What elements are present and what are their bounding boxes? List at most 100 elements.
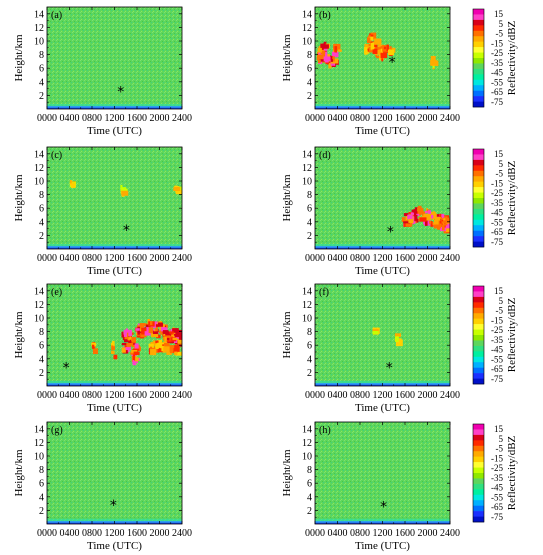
echo-cell	[123, 338, 131, 343]
colorbar-tick-label: -75	[491, 97, 503, 107]
y-tick-label: 8	[39, 190, 44, 201]
colorbar-segment	[473, 494, 484, 501]
x-tick-label: 0000	[305, 253, 325, 264]
echo-cell	[112, 340, 115, 347]
colorbar-tick-label: -15	[491, 38, 503, 48]
x-axis-title: Time (UTC)	[87, 265, 142, 277]
echo-cell	[395, 336, 399, 341]
colorbar-segment	[473, 462, 484, 468]
echo-cell	[155, 344, 159, 350]
panel-h: 2 4 6 8 10 12 14 0000 0400 0800 1200 1600 2000 2400 Ti…	[281, 421, 518, 552]
echo-cell	[71, 182, 76, 189]
y-tick-label: 6	[39, 64, 44, 75]
echo-cell	[113, 354, 118, 360]
echo-cell	[414, 214, 418, 222]
echo-cell	[133, 351, 140, 356]
y-tick-label: 14	[34, 286, 44, 297]
echo-cell	[160, 327, 167, 332]
colorbar-segment	[473, 478, 484, 485]
colorbar-title: Reflectivity/dBZ	[506, 160, 518, 235]
x-tick-label: 2000	[150, 528, 170, 539]
echo-region	[382, 44, 396, 57]
echo-cell	[364, 44, 369, 49]
echo-cell	[121, 331, 124, 338]
colorbar-segment	[473, 19, 484, 26]
echo-cell	[136, 335, 143, 338]
echo-cell	[320, 43, 324, 50]
colorbar-segment	[473, 483, 484, 490]
colorbar-frame	[472, 285, 485, 385]
colorbar-segment	[473, 90, 484, 97]
echo-cell	[428, 210, 432, 215]
low-echo-band	[47, 103, 182, 106]
colorbar-segment	[473, 85, 484, 91]
y-tick-label: 10	[302, 314, 312, 325]
y-tick-label: 2	[39, 368, 44, 379]
echo-cell	[414, 207, 419, 211]
echo-cell	[163, 342, 170, 349]
colorbar-tick-label: 5	[499, 159, 504, 169]
echo-cell	[319, 59, 325, 62]
x-tick-label: 2000	[150, 113, 170, 124]
echo-cell	[380, 52, 388, 59]
panel-label: (g)	[51, 425, 63, 436]
y-tick-label: 6	[39, 204, 44, 215]
x-tick-label: 1600	[395, 528, 415, 539]
colorbar-tick-label: -55	[491, 492, 503, 502]
x-axis-title: Time (UTC)	[87, 540, 142, 552]
echo-region	[121, 328, 141, 366]
echo-cell	[381, 58, 384, 62]
y-tick-label: 8	[307, 190, 312, 201]
panel-f: 2 4 6 8 10 12 14 0000 0400 0800 1200 1600 2000 2400 Ti…	[281, 283, 518, 414]
y-tick-label: 12	[302, 438, 312, 449]
echo-cell	[389, 46, 392, 51]
y-tick-label: 12	[302, 23, 312, 34]
echo-cell	[146, 327, 150, 334]
x-tick-label: 1200	[105, 113, 125, 124]
colorbar-segment	[473, 219, 484, 226]
colorbar-tick-label: -15	[491, 315, 503, 325]
echo-cell	[317, 59, 321, 63]
echo-region	[401, 205, 450, 234]
x-tick-label: 0400	[328, 390, 348, 401]
echo-cell	[154, 322, 160, 328]
echo-region	[394, 333, 403, 347]
asterisk-marker: *	[380, 499, 387, 515]
colorbar-segment	[473, 324, 484, 330]
low-echo-band	[315, 518, 450, 521]
x-tick-label: 1200	[105, 253, 125, 264]
echo-cell	[69, 182, 73, 186]
x-tick-label: 0800	[350, 528, 370, 539]
asterisk-marker: *	[386, 361, 393, 377]
colorbar-segment	[473, 340, 484, 347]
colorbar-tick-label: -25	[491, 325, 503, 335]
echo-cell	[443, 217, 450, 223]
y-axis-title: Height/km	[281, 449, 293, 496]
colorbar-segment	[473, 74, 484, 81]
x-tick-label: 2400	[440, 528, 460, 539]
panel-label: (h)	[319, 425, 331, 436]
low-echo-band	[315, 103, 450, 106]
echo-cell	[159, 342, 168, 346]
colorbar-segment	[473, 230, 484, 237]
colorbar-segment	[473, 198, 484, 204]
echo-region	[333, 43, 342, 53]
plot-area	[47, 147, 182, 249]
echo-cell	[423, 220, 425, 225]
echo-cell	[175, 190, 182, 195]
x-tick-label: 1200	[105, 528, 125, 539]
x-tick-label: 0000	[305, 528, 325, 539]
echo-cell	[431, 58, 434, 62]
echo-cell	[149, 346, 153, 350]
y-tick-label: 12	[302, 163, 312, 174]
y-tick-label: 4	[39, 217, 44, 228]
y-tick-label: 10	[302, 37, 312, 48]
echo-cell	[317, 47, 322, 53]
echo-cell	[164, 336, 167, 343]
x-tick-label: 2400	[172, 390, 192, 401]
colorbar-segment	[473, 489, 484, 496]
colorbar-tick-label: 15	[494, 149, 504, 159]
colorbar-tick-label: -35	[491, 473, 503, 483]
y-tick-label: 10	[302, 452, 312, 463]
echo-cell	[405, 216, 408, 221]
